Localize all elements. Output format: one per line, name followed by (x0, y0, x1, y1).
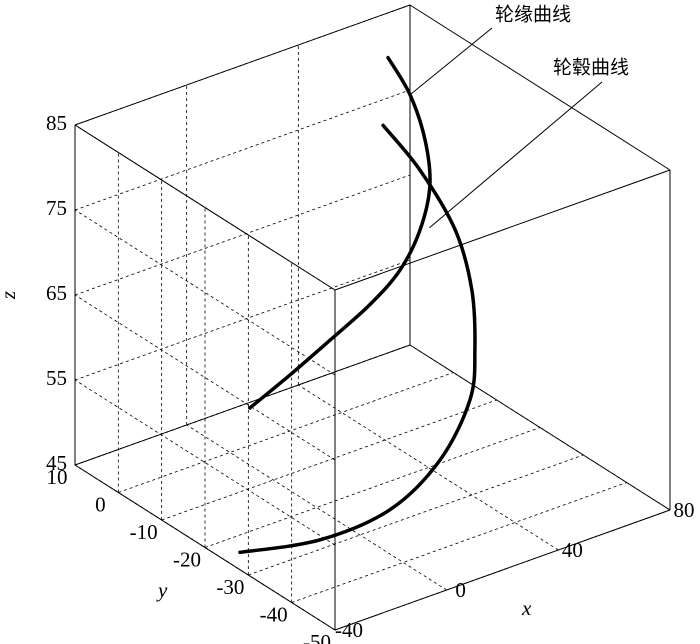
grid-line (74, 89, 411, 211)
y-tick-label: -20 (173, 547, 201, 571)
y-tick-label: -40 (260, 602, 288, 626)
x-tick-label: 40 (562, 538, 583, 562)
y-axis-title: y (156, 578, 168, 602)
legend-label: 轮缘曲线 (495, 4, 571, 26)
axis-box (74, 4, 671, 631)
z-tick-label: 55 (46, 366, 67, 390)
grid-line (161, 399, 497, 521)
grid-line (248, 454, 584, 576)
grid-line (74, 174, 411, 296)
x-tick-label: 80 (674, 498, 695, 522)
curve (238, 123, 477, 555)
curve (248, 55, 432, 410)
legend-label: 轮毂曲线 (553, 57, 629, 79)
grid-line (298, 384, 559, 551)
z-tick-label: 45 (46, 451, 67, 475)
grid-line (291, 482, 627, 603)
y-tick-label: 0 (95, 492, 106, 516)
x-axis-title: x (521, 596, 532, 620)
z-axis-title: z (0, 291, 20, 300)
y-tick-label: -10 (130, 520, 158, 544)
z-tick-label: 65 (46, 281, 67, 305)
y-tick-label: -50 (303, 630, 331, 644)
x-tick-label: -40 (335, 618, 363, 642)
y-tick-label: 10 (47, 465, 68, 489)
grid-line (204, 427, 541, 548)
grid-line (118, 372, 454, 493)
leader-line (409, 27, 493, 96)
x-tick-label: 0 (455, 578, 466, 602)
grid-line (186, 424, 447, 591)
grid-line (74, 259, 411, 381)
z-tick-label: 75 (46, 196, 67, 220)
z-tick-label: 85 (46, 111, 67, 135)
leader-line (429, 81, 603, 229)
y-tick-label: -30 (216, 575, 244, 599)
